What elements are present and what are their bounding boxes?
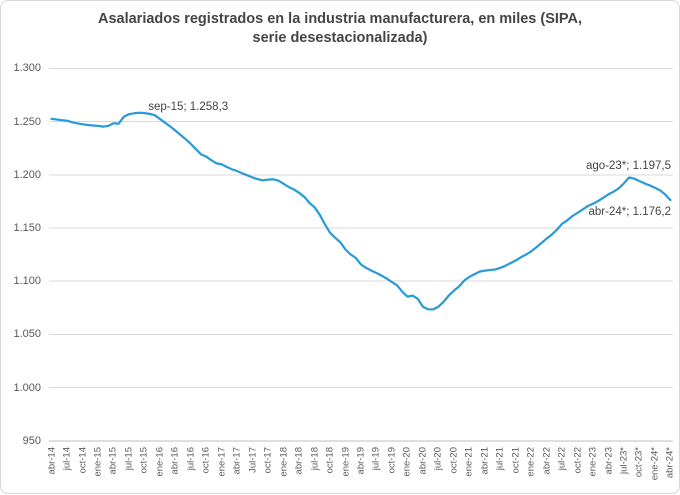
x-tick-label: jul-23* — [618, 447, 630, 474]
x-tick-label: abr-23 — [603, 447, 615, 475]
x-tick-label: ene-19 — [340, 447, 352, 477]
x-tick-label: oct-22 — [572, 447, 584, 474]
x-tick-label: abr-22 — [541, 447, 553, 475]
data-label-abr-24*: abr-24*; 1.176,2 — [588, 206, 671, 219]
x-tick-label: ene-17 — [216, 447, 228, 477]
x-tick-label: abr-19 — [355, 447, 367, 475]
data-label-sep-15: sep-15; 1.258,3 — [148, 100, 229, 113]
y-tick-label: 1.200 — [13, 168, 41, 181]
series-line — [50, 111, 672, 311]
x-tick-label: abr-16 — [169, 447, 181, 475]
x-tick-label: ene-22 — [525, 447, 537, 477]
x-tick-label: oct-17 — [262, 447, 274, 474]
y-tick-label: 1.000 — [13, 381, 41, 394]
x-tick-label: oct-20 — [448, 447, 460, 474]
x-tick-label: oct-23* — [633, 447, 645, 478]
chart-title-line2: serie desestacionalizada) — [252, 30, 428, 46]
x-tick-label: ene-18 — [278, 447, 290, 477]
x-tick-label: abr-18 — [293, 447, 305, 475]
y-tick-label: 1.100 — [13, 275, 41, 288]
chart-title-line1: Asalariados registrados en la industria … — [97, 11, 583, 27]
x-tick-label: jul-14 — [61, 447, 73, 471]
x-tick-label: oct-14 — [77, 447, 89, 474]
y-tick-label: 950 — [22, 434, 41, 447]
x-tick-label: jul-19 — [370, 447, 382, 471]
x-tick-label: Jul-17 — [247, 447, 259, 473]
x-tick-label: jul-21 — [494, 447, 506, 471]
chart-title: Asalariados registrados en la industria … — [1, 10, 679, 48]
x-tick-label: jul-16 — [185, 447, 197, 471]
x-tick-label: abr-20 — [417, 447, 429, 475]
x-tick-label: abr-14 — [46, 447, 58, 475]
x-tick-label: oct-19 — [386, 447, 398, 474]
x-tick-label: ene-16 — [154, 447, 166, 477]
x-tick-label: abr-17 — [231, 447, 243, 475]
x-tick-label: ene-21 — [463, 447, 475, 477]
x-tick-label: ene-23 — [587, 447, 599, 477]
data-label-ago-23*: ago-23*; 1.197,5 — [585, 160, 671, 173]
x-tick-label: oct-15 — [138, 447, 150, 474]
x-tick-label: ene-15 — [92, 447, 104, 477]
x-tick-label: jul-18 — [309, 447, 321, 471]
x-tick-label: jul-20 — [432, 447, 444, 471]
x-tick-label: jul-22 — [556, 447, 568, 471]
y-tick-label: 1.150 — [13, 222, 41, 234]
x-tick-label: ene-24* — [649, 447, 661, 481]
x-tick-label: oct-21 — [510, 447, 522, 474]
x-tick-label: abr-24* — [664, 447, 676, 479]
x-tick-label: abr-15 — [107, 447, 119, 475]
x-tick-label: abr-21 — [479, 447, 491, 475]
x-tick-label: oct-16 — [200, 447, 212, 474]
x-tick-label: ene-20 — [401, 447, 413, 477]
y-tick-label: 1.300 — [13, 62, 41, 75]
x-tick-label: oct-18 — [324, 447, 336, 474]
y-tick-label: 1.250 — [13, 115, 41, 128]
x-tick-label: jul-15 — [123, 447, 135, 471]
y-tick-label: 1.050 — [13, 328, 41, 341]
